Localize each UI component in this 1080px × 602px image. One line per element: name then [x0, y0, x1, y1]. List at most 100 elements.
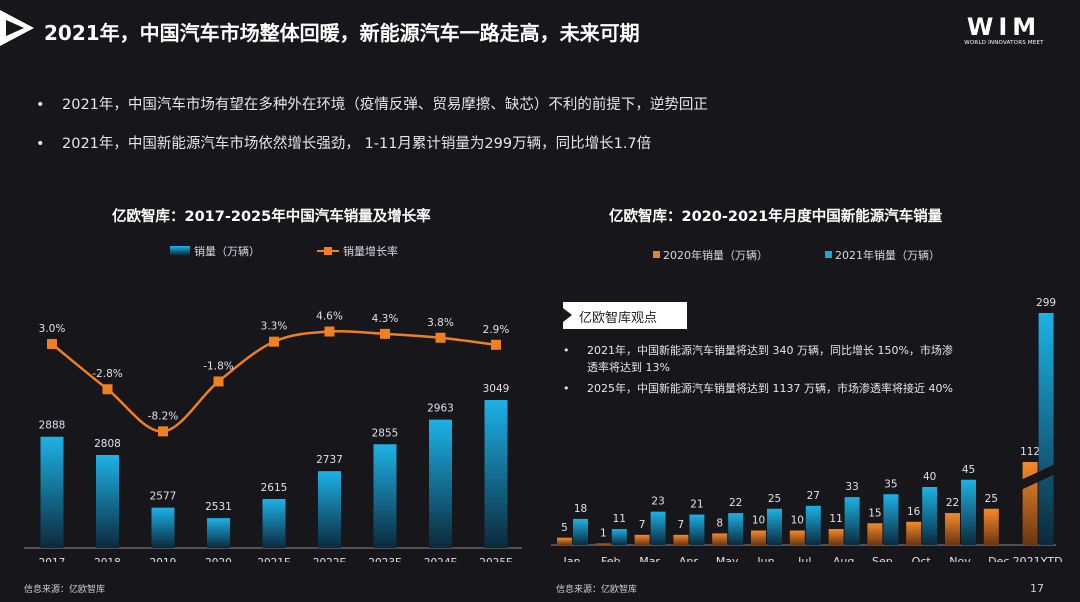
source-note-left: 信息来源：亿欧智库 — [24, 585, 106, 595]
arrow-right-icon — [563, 308, 572, 322]
chart1-bar-2017 — [40, 436, 64, 548]
legend-swatch-2021 — [825, 251, 832, 258]
chart1-bar-label-2022E: 2737 — [316, 454, 343, 466]
chart1-growth-point-2024E — [435, 332, 446, 343]
chart2-bar-2020-Jun — [751, 530, 766, 545]
brand-wordmark: WIM — [966, 13, 1042, 41]
insight-item-2: 2025年，中国新能源汽车销量将达到 1137 万辆，市场渗透率将接近 40% — [563, 381, 953, 398]
chart1-bar-label-2024E: 2963 — [427, 403, 454, 415]
chart1-growth-label-2020: -1.8% — [203, 360, 233, 372]
chart2-label-2020-Jan: 5 — [561, 522, 568, 534]
chart2-tick-Nov: Nov — [949, 555, 971, 562]
chart2-tick-Aug: Aug — [833, 555, 854, 562]
chart2-bar-2020-Mar — [634, 534, 650, 545]
chart2-bar-2020-Dec — [983, 508, 999, 545]
chart2-axis-break — [1016, 462, 1060, 492]
brand-logo: WIM WORLD INNOVATORS MEET — [958, 14, 1050, 46]
chart2-tick-Jul: Jul — [797, 555, 811, 562]
chart2-title: 亿欧智库：2020-2021年月度中国新能源汽车销量 — [609, 209, 943, 225]
chart1-bar-label-2023E: 2855 — [372, 427, 399, 439]
chart2-tick-Dec: Dec — [988, 555, 1009, 562]
chart2-bar-2020-Oct — [906, 521, 922, 545]
legend-label-2020: 2020年销量（万辆） — [663, 248, 768, 262]
chart2-tick-May: May — [716, 555, 739, 562]
chart2-tick-Sep: Sep — [872, 555, 893, 562]
chart2-bar-2020-Nov — [945, 513, 960, 545]
chart2-label-2021-2021YTD: 299 — [1036, 297, 1056, 309]
insight-label-box: 亿欧智库观点 — [563, 302, 687, 329]
chart1-growth-label-2019: -8.2% — [148, 410, 178, 422]
chart1-growth-point-2025E — [491, 339, 501, 350]
chart1-bar-label-2018: 2808 — [94, 438, 121, 450]
summary-bullet-2: 2021年，中国新能源汽车市场依然增长强劲， 1-11月累计销量为299万辆，同… — [36, 131, 708, 170]
chart1-bar-2018 — [96, 454, 119, 548]
chart1-bar-2020 — [207, 518, 230, 548]
chart2-bar-2020-Apr — [673, 534, 689, 545]
chart1-title: 亿欧智库：2017-2025年中国汽车销量及增长率 — [112, 209, 431, 225]
chart1-growth-point-2020 — [213, 376, 224, 387]
chart2-label-2020-May: 8 — [716, 517, 723, 529]
chart1-bar-2025E — [484, 400, 508, 548]
chart2-bar-2021-Feb — [611, 529, 627, 545]
chart2-label-2021-Nov: 45 — [962, 464, 975, 476]
legend-label-sales: 销量（万辆） — [194, 244, 260, 258]
chart2-label-2021-Jan: 18 — [574, 503, 587, 515]
chart1-tick-2025E: 2025E — [479, 557, 512, 562]
chart2-tick-Jan: Jan — [563, 555, 581, 562]
chart2-label-2020-Mar: 7 — [639, 519, 646, 531]
chart1-growth-label-2018: -2.8% — [92, 368, 122, 380]
chart1-bar-2024E — [429, 419, 452, 548]
chart1-tick-2021E: 2021E — [257, 557, 290, 562]
chart1-growth-label-2023E: 4.3% — [372, 313, 399, 325]
chart2-tick-Feb: Feb — [601, 555, 620, 562]
chart2-tick-Mar: Mar — [639, 555, 660, 562]
chart1-bar-label-2017: 2888 — [39, 420, 66, 432]
chart2-label-2020-Feb: 1 — [600, 528, 607, 540]
insight-list: 2021年，中国新能源汽车销量将达到 340 万辆，同比增长 150%，市场渗透… — [563, 343, 953, 403]
chart1-tick-2022E: 2022E — [313, 557, 346, 562]
chart2-label-2020-Dec: 25 — [985, 493, 998, 505]
chart2-bar-2020-May — [712, 533, 728, 545]
chart1-bar-label-2019: 2577 — [150, 491, 177, 503]
page-number: 17 — [1030, 582, 1044, 595]
summary-bullets: 2021年，中国汽车市场有望在多种外在环境（疫情反弹、贸易摩擦、缺芯）不利的前提… — [36, 92, 708, 170]
chart2-bar-2021-Jul — [805, 505, 821, 545]
insight-item-1: 2021年，中国新能源汽车销量将达到 340 万辆，同比增长 150%，市场渗透… — [563, 343, 953, 376]
chart1-growth-label-2025E: 2.9% — [483, 324, 510, 336]
chart2-bar-2020-Feb — [595, 543, 611, 545]
chart1-growth-label-2017: 3.0% — [39, 323, 66, 335]
chart1-tick-2018: 2018 — [94, 557, 121, 562]
chart2-bar-2021-Aug — [844, 497, 860, 545]
chart1-bar-2023E — [373, 444, 397, 548]
chart2-label-2021-Aug: 33 — [845, 481, 858, 493]
summary-bullet-1: 2021年，中国汽车市场有望在多种外在环境（疫情反弹、贸易摩擦、缺芯）不利的前提… — [36, 92, 708, 131]
source-note-right: 信息来源：亿欧智库 — [556, 585, 638, 595]
chart1-growth-point-2021E — [269, 336, 279, 347]
chart1-tick-2020: 2020 — [205, 557, 232, 562]
chart2-label-2020-Oct: 16 — [907, 506, 921, 518]
chart2-bar-2021-2021YTD — [1038, 313, 1054, 545]
chart2-bar-2021-Mar — [650, 511, 666, 545]
chart2-bar-2021-Nov — [961, 479, 976, 545]
insight-label: 亿欧智库观点 — [579, 311, 658, 326]
chart2-monthly-nev-sales: 2020年销量（万辆） 2021年销量（万辆）518Jan111Feb723Mar… — [551, 248, 1063, 562]
chart2-tick-Jun: Jun — [756, 555, 774, 562]
chart2-label-2021-Jun: 25 — [768, 493, 781, 505]
chart1-growth-point-2018 — [102, 384, 113, 395]
chart1-growth-line — [51, 329, 497, 433]
chart1-bar-label-2021E: 2615 — [261, 482, 288, 494]
brand-tagline: WORLD INNOVATORS MEET — [964, 40, 1044, 46]
chart2-label-2021-Apr: 21 — [690, 499, 703, 511]
chart2-bar-2021-Apr — [689, 514, 705, 545]
chart2-bar-2020-Jul — [789, 530, 805, 545]
chart2-label-2020-Aug: 11 — [829, 513, 842, 525]
chart2-bar-2021-Jun — [767, 508, 782, 545]
chart2-bar-2021-May — [728, 513, 744, 545]
chart2-label-2021-Feb: 11 — [613, 513, 626, 525]
chart2-label-2020-Jun: 10 — [752, 515, 765, 527]
chart2-bar-2020-Aug — [828, 529, 844, 545]
chart2-label-2020-Apr: 7 — [678, 519, 685, 531]
logo-play-icon — [0, 10, 34, 46]
chart1-tick-2024E: 2024E — [424, 557, 457, 562]
legend-label-2021: 2021年销量（万辆） — [835, 248, 940, 262]
